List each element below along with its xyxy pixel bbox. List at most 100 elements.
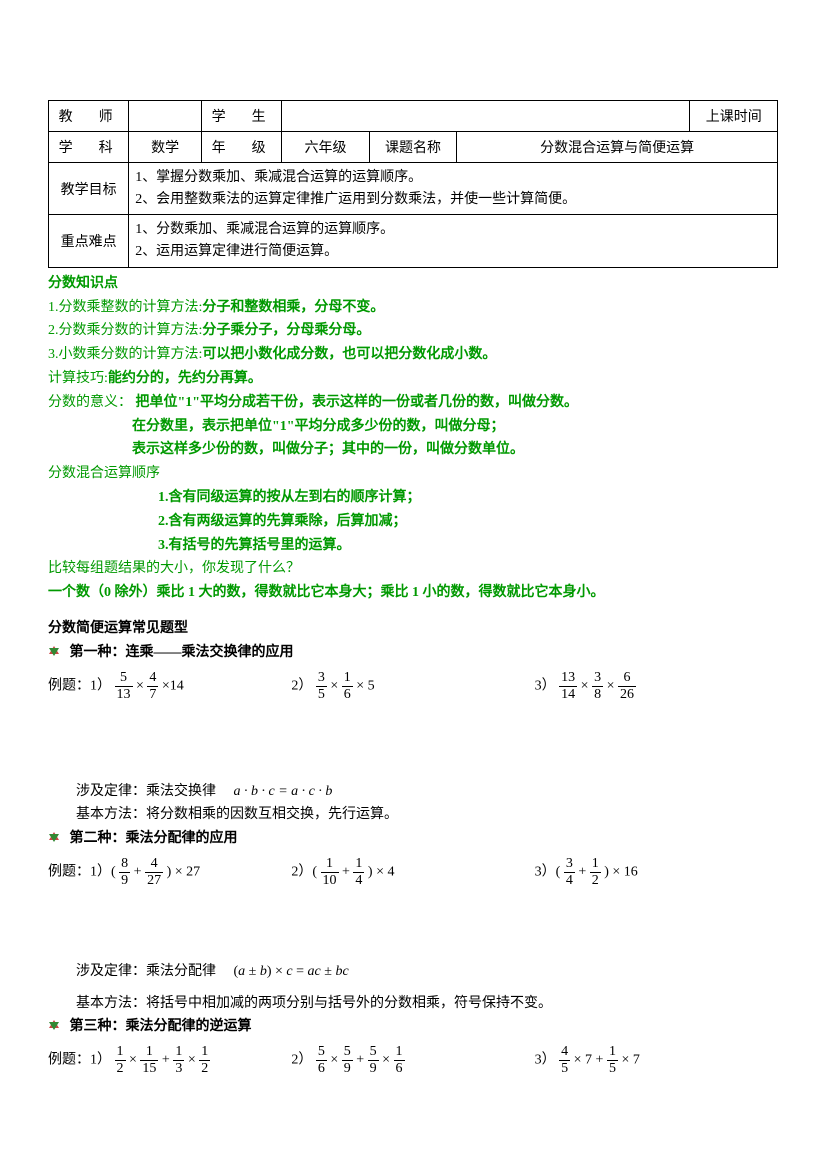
text: 1） (90, 864, 111, 879)
den: 6 (316, 1061, 327, 1076)
formula: (a ± b) × c = ac ± bc (234, 964, 349, 979)
note-1b: 基本方法：将分数相乘的因数互相交换，先行运算。 (48, 803, 778, 827)
text: 例题： (48, 678, 90, 693)
num: 1 (115, 1045, 126, 1061)
text: 2） (291, 1053, 312, 1068)
text: 1） (90, 678, 111, 693)
note-1a: 涉及定律：乘法交换律 a · b · c = a · c · b (48, 780, 778, 804)
table-row: 教 师 学 生 上课时间 (49, 101, 778, 132)
header-table: 教 师 学 生 上课时间 学 科 数学 年 级 六年级 课题名称 分数混合运算与… (48, 100, 778, 268)
text: 分子乘分子，分母乘分母。 (202, 323, 370, 338)
num: 13 (559, 671, 577, 687)
den: 9 (342, 1061, 353, 1076)
text: 3） (535, 864, 556, 879)
num: 1 (353, 857, 364, 873)
num: 1 (394, 1045, 405, 1061)
ex3-1: 例题：1） 12 × 115 + 13 × 12 (48, 1045, 291, 1076)
num: 3 (316, 671, 327, 687)
text: 3） (535, 1053, 556, 1068)
table-row: 学 科 数学 年 级 六年级 课题名称 分数混合运算与简便运算 (49, 132, 778, 163)
den: 13 (115, 687, 133, 702)
bullet-icon (48, 831, 60, 843)
text: 涉及定律：乘法交换律 (76, 784, 230, 799)
num: 1 (607, 1045, 618, 1061)
num: 1 (321, 857, 339, 873)
text: 把单位"1"平均分成若干份，表示这样的一份或者几份的数，叫做分数。 (132, 395, 578, 410)
keypt-value: 1、分数乘加、乘减混合运算的运算顺序。 2、运用运算定律进行简便运算。 (129, 215, 778, 267)
teacher-label: 教 师 (49, 101, 129, 132)
ex3-2: 2） 56 × 59 + 59 × 16 (291, 1045, 534, 1076)
text: 在分数里，表示把单位"1"平均分成多少份的数，叫做分母； (48, 415, 778, 439)
keypt-line1: 1、分数乘加、乘减混合运算的运算顺序。 (135, 222, 394, 237)
text: 分数的意义： (48, 395, 132, 410)
subject-value: 数学 (129, 132, 202, 163)
bullet-icon (48, 645, 60, 657)
den: 26 (618, 687, 636, 702)
num: 3 (564, 857, 575, 873)
den: 5 (607, 1061, 618, 1076)
den: 14 (559, 687, 577, 702)
num: 4 (147, 671, 158, 687)
den: 27 (145, 873, 163, 888)
num: 3 (592, 671, 603, 687)
ex1-3: 3） 1314 × 38 × 626 (535, 671, 778, 702)
den: 8 (592, 687, 603, 702)
note-2a: 涉及定律：乘法分配律 (a ± b) × c = ac ± bc (48, 960, 778, 984)
text: 2） (291, 678, 312, 693)
subsection-3: 第三种：乘法分配律的逆运算 (48, 1015, 778, 1039)
den: 15 (140, 1061, 158, 1076)
den: 4 (353, 873, 364, 888)
teacher-value (129, 101, 202, 132)
topic-label: 课题名称 (369, 132, 456, 163)
text: 3.小数乘分数的计算方法: (48, 347, 202, 362)
text: ) × 16 (604, 864, 638, 879)
text: ×14 (162, 678, 184, 693)
text: 第一种：连乘——乘法交换律的应用 (70, 645, 294, 660)
den: 5 (316, 687, 327, 702)
num: 8 (119, 857, 130, 873)
num: 1 (590, 857, 601, 873)
text: 能约分的，先约分再算。 (108, 371, 262, 386)
num: 5 (342, 1045, 353, 1061)
table-row: 重点难点 1、分数乘加、乘减混合运算的运算顺序。 2、运用运算定律进行简便运算。 (49, 215, 778, 267)
text: 可以把小数化成分数，也可以把分数化成小数。 (202, 347, 496, 362)
den: 2 (199, 1061, 210, 1076)
text: ( (111, 864, 116, 879)
ex1-2: 2） 35 × 16 × 5 (291, 671, 534, 702)
num: 6 (618, 671, 636, 687)
subsection-2: 第二种：乘法分配律的应用 (48, 827, 778, 851)
text: 2.含有两级运算的先算乘除，后算加减； (48, 510, 778, 534)
num: 5 (368, 1045, 379, 1061)
ex1-1: 例题：1） 513 × 47 ×14 (48, 671, 291, 702)
keypt-line2: 2、运用运算定律进行简便运算。 (135, 244, 338, 259)
keypt-label: 重点难点 (49, 215, 129, 267)
ex2-1: 例题：1）( 89 + 427 ) × 27 (48, 857, 291, 888)
text: 涉及定律：乘法分配律 (76, 964, 230, 979)
time-label: 上课时间 (690, 101, 778, 132)
bullet-icon (48, 1019, 60, 1031)
text: × 5 (356, 678, 374, 693)
text: 比较每组题结果的大小，你发现了什么？ (48, 557, 778, 581)
text: 3） (535, 678, 556, 693)
num: 5 (316, 1045, 327, 1061)
goal-value: 1、掌握分数乘加、乘减混合运算的运算顺序。 2、会用整数乘法的运算定律推广运用到… (129, 163, 778, 215)
text: 表示这样多少份的数，叫做分子；其中的一份，叫做分数单位。 (48, 438, 778, 462)
text: × 7 (621, 1053, 639, 1068)
section-title: 分数知识点 (48, 272, 778, 296)
text: 分子和整数相乘，分母不变。 (202, 300, 384, 315)
body-content: 分数知识点 1.分数乘整数的计算方法:分子和整数相乘，分母不变。 2.分数乘分数… (48, 272, 778, 1077)
text: 第三种：乘法分配律的逆运算 (70, 1019, 252, 1034)
text: 例题： (48, 864, 90, 879)
text: 一个数（0 除外）乘比 1 大的数，得数就比它本身大；乘比 1 小的数，得数就比… (48, 581, 778, 605)
den: 9 (368, 1061, 379, 1076)
table-row: 教学目标 1、掌握分数乘加、乘减混合运算的运算顺序。 2、会用整数乘法的运算定律… (49, 163, 778, 215)
example-row-3: 例题：1） 12 × 115 + 13 × 12 2） 56 × 59 + 59… (48, 1045, 778, 1076)
text: 3.有括号的先算括号里的运算。 (48, 534, 778, 558)
text: + (134, 864, 142, 879)
ex2-2: 2）( 110 + 14 ) × 4 (291, 857, 534, 888)
den: 3 (173, 1061, 184, 1076)
num: 1 (199, 1045, 210, 1061)
den: 10 (321, 873, 339, 888)
num: 4 (559, 1045, 570, 1061)
ex2-3: 3）( 34 + 12 ) × 16 (535, 857, 778, 888)
